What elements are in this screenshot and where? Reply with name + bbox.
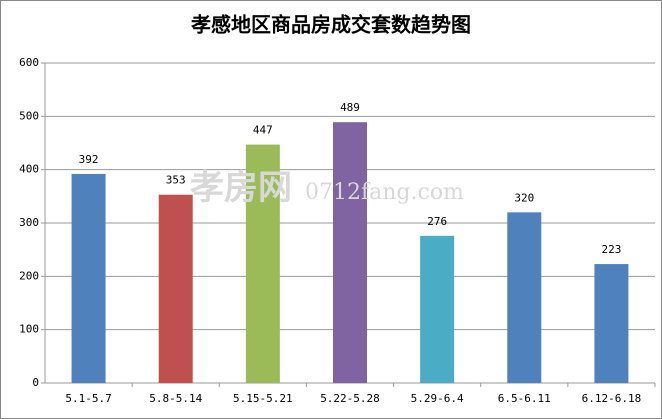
value-label: 320 [514, 191, 534, 204]
bar [333, 122, 367, 383]
bar [158, 194, 193, 383]
y-tick-label: 0 [32, 376, 39, 389]
y-tick-label: 300 [19, 216, 39, 229]
x-tick-label: 5.1-5.7 [65, 392, 111, 405]
bar [420, 235, 455, 383]
plot-area: 0 100 200 300 400 500 600 5.1-5.7 392 5.8-5.14 353… [19, 56, 656, 405]
bar [245, 144, 280, 383]
x-tick-label: 5.15-5.21 [233, 392, 293, 405]
y-tick-label: 400 [19, 163, 39, 176]
y-tick-label: 600 [19, 56, 39, 69]
bar [507, 212, 542, 383]
watermark-site: 0712fang.com [305, 180, 464, 205]
value-label: 276 [427, 215, 447, 228]
bar [71, 173, 106, 383]
value-label: 353 [166, 174, 186, 187]
watermark-brand: 孝房网 [190, 168, 292, 208]
x-tick-label: 6.12-6.18 [582, 392, 642, 405]
value-label: 489 [340, 101, 360, 114]
x-tick-label: 5.8-5.14 [149, 392, 202, 405]
chart-title: 孝感地区商品房成交套数趋势图 [190, 13, 471, 37]
value-label: 447 [253, 124, 273, 137]
x-tick-label: 5.29-6.4 [411, 392, 464, 405]
y-tick-label: 500 [19, 109, 39, 122]
x-tick-label: 6.5-6.11 [498, 392, 551, 405]
value-label: 392 [79, 153, 99, 166]
bar [594, 264, 629, 383]
value-label: 223 [601, 243, 621, 256]
y-tick-label: 200 [19, 269, 39, 282]
y-tick-label: 100 [19, 323, 39, 336]
x-tick-label: 5.22-5.28 [320, 392, 380, 405]
